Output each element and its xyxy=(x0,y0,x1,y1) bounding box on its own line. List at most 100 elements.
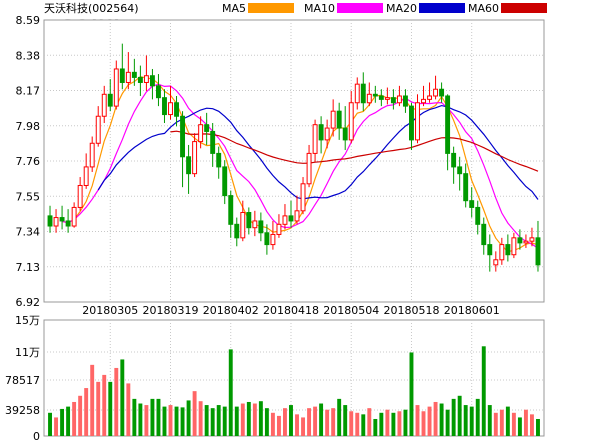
candle-body xyxy=(487,244,493,256)
date-x-tick: 20180319 xyxy=(143,304,199,317)
volume-bar xyxy=(403,409,408,436)
candle xyxy=(481,217,487,255)
date-x-tick: 20180418 xyxy=(263,304,319,317)
candle-body xyxy=(131,71,137,78)
volume-bar xyxy=(331,408,336,436)
volume-bar xyxy=(192,391,197,436)
candle-body xyxy=(59,217,65,222)
candle xyxy=(83,153,89,189)
candle xyxy=(119,43,125,90)
candle-body xyxy=(475,206,481,225)
candle xyxy=(523,234,529,248)
candle xyxy=(240,200,246,242)
candle xyxy=(445,94,451,171)
candle xyxy=(451,146,457,184)
volume-bar xyxy=(186,400,191,436)
volume-bar xyxy=(295,414,299,436)
volume-bar xyxy=(427,406,432,436)
price-y-tick: 7.34 xyxy=(16,226,41,239)
candle-body xyxy=(192,141,198,175)
candle xyxy=(198,116,204,149)
candle xyxy=(439,82,445,103)
candle-body xyxy=(409,105,414,141)
candle-body xyxy=(529,237,535,242)
candle xyxy=(95,106,101,147)
date-x-tick: 20180601 xyxy=(444,304,500,317)
candle-body xyxy=(499,244,505,261)
volume-bar xyxy=(313,406,318,436)
candle-body xyxy=(535,237,541,266)
candle-body xyxy=(421,98,426,104)
price-y-tick: 6.92 xyxy=(16,296,41,309)
volume-bar xyxy=(246,401,251,436)
volume-bar xyxy=(487,405,492,436)
candle-body xyxy=(318,124,324,141)
candle xyxy=(409,102,414,151)
volume-bar xyxy=(234,406,239,436)
candle-body xyxy=(415,102,420,141)
candle xyxy=(312,119,318,162)
candle-body xyxy=(360,83,366,104)
volume-bar xyxy=(66,406,71,436)
candle-body xyxy=(240,212,246,239)
volume-bar xyxy=(325,409,330,436)
price-y-tick: 7.76 xyxy=(16,155,41,168)
volume-y-tick: 78517 xyxy=(5,374,40,387)
volume-bar xyxy=(397,411,402,436)
volume-bar xyxy=(493,412,498,436)
candle xyxy=(384,87,390,105)
candle xyxy=(222,160,228,205)
candle xyxy=(204,112,210,145)
volume-bar xyxy=(204,405,209,436)
ma-line-ma10 xyxy=(61,83,539,249)
volume-bar xyxy=(48,412,52,436)
ma-legend: MA5 MA10 MA20 MA60 xyxy=(222,2,547,15)
volume-bar xyxy=(481,346,486,436)
volume-bar xyxy=(415,405,420,436)
legend-swatch-ma10 xyxy=(337,3,383,13)
price-y-tick: 7.98 xyxy=(16,120,41,133)
candle-body xyxy=(71,206,77,227)
volume-bar xyxy=(114,367,119,436)
candle xyxy=(264,224,270,255)
candle xyxy=(180,111,186,188)
candle-body xyxy=(119,68,125,83)
candle xyxy=(294,195,300,225)
volume-bar xyxy=(216,405,221,436)
volume-bar xyxy=(78,395,83,436)
candle xyxy=(47,205,53,233)
volume-bar xyxy=(361,414,366,436)
candle xyxy=(318,116,324,154)
volume-bar xyxy=(529,414,534,436)
volume-bar xyxy=(451,398,456,436)
candle-body xyxy=(77,184,83,208)
candle-body xyxy=(162,97,167,116)
ma-line-ma60 xyxy=(170,130,539,172)
candle xyxy=(390,89,396,110)
price-y-tick: 8.17 xyxy=(16,85,41,98)
volume-bar xyxy=(536,418,540,436)
volume-bar xyxy=(343,405,348,436)
candle xyxy=(324,119,330,149)
volume-y-ticks: 15万 11万 78517 39258 0 xyxy=(5,314,40,443)
candle xyxy=(535,220,541,272)
volume-bar xyxy=(445,409,450,436)
volume-bar xyxy=(457,395,462,436)
candle xyxy=(131,58,137,86)
volume-bar xyxy=(337,398,342,436)
candle-body xyxy=(427,95,433,100)
candles xyxy=(47,43,541,272)
candle xyxy=(433,75,439,100)
date-x-tick: 20180305 xyxy=(82,304,138,317)
candle xyxy=(149,68,155,100)
volume-bar xyxy=(385,409,390,436)
candle-body xyxy=(95,115,101,144)
volume-bar xyxy=(138,403,143,436)
candle-body xyxy=(282,215,288,225)
candle-body xyxy=(234,223,240,239)
candle xyxy=(511,232,517,259)
candle xyxy=(234,217,240,247)
volume-bar xyxy=(463,405,468,436)
candle-body xyxy=(390,97,396,104)
candle xyxy=(125,52,131,90)
